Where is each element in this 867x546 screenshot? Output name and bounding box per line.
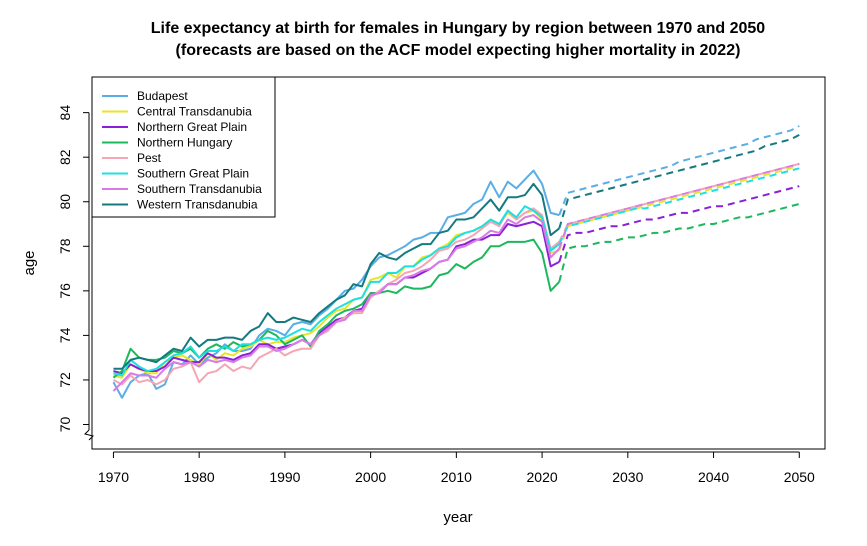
series-forecast-line-4 xyxy=(558,162,800,243)
legend-label-2: Northern Great Plain xyxy=(137,120,247,134)
series-observed-line-6 xyxy=(112,214,560,392)
y-axis-break-marker xyxy=(84,429,94,441)
chart-title: Life expectancy at birth for females in … xyxy=(151,20,766,37)
series-layer xyxy=(112,125,800,399)
chart-subtitle: (forecasts are based on the ACF model ex… xyxy=(176,42,741,59)
series-observed-line-2 xyxy=(113,220,560,375)
x-tick-label-1: 1980 xyxy=(184,469,215,485)
legend-label-6: Southern Transdanubia xyxy=(137,182,262,196)
y-tick-label-2: 74 xyxy=(57,327,73,343)
y-tick-label-7: 84 xyxy=(57,105,73,121)
x-axis: 1970 1980 1990 2000 2010 2020 2030 2040 2050 xyxy=(98,451,815,485)
y-tick-label-4: 78 xyxy=(57,238,73,254)
legend-label-0: Budapest xyxy=(137,89,188,103)
series-forecast-line-5 xyxy=(558,167,800,245)
series-forecast-line-7 xyxy=(558,134,800,229)
x-tick-label-6: 2030 xyxy=(612,469,643,485)
legend-label-1: Central Transdanubia xyxy=(137,105,252,119)
y-tick-label-6: 82 xyxy=(57,149,73,165)
x-tick-label-8: 2050 xyxy=(784,469,815,485)
x-tick-label-7: 2040 xyxy=(698,469,729,485)
x-tick-label-3: 2000 xyxy=(355,469,386,485)
plot-frame xyxy=(91,76,826,450)
y-tick-label-3: 76 xyxy=(57,283,73,299)
legend-label-5: Southern Great Plain xyxy=(137,167,249,181)
y-axis-label: age xyxy=(21,250,38,275)
series-forecast-line-3 xyxy=(558,203,800,283)
x-tick-label-5: 2020 xyxy=(527,469,558,485)
legend-label-4: Pest xyxy=(137,151,162,165)
legend-label-3: Northern Hungary xyxy=(137,136,232,150)
x-tick-label-0: 1970 xyxy=(98,469,129,485)
series-observed-line-5 xyxy=(113,205,560,377)
y-tick-label-1: 72 xyxy=(57,372,73,388)
x-axis-label: year xyxy=(443,509,472,526)
legend-box xyxy=(91,76,276,218)
series-observed-line-3 xyxy=(112,238,560,379)
x-tick-label-4: 2010 xyxy=(441,469,472,485)
y-axis: 70 72 74 76 78 80 82 84 xyxy=(57,105,94,441)
y-tick-label-5: 80 xyxy=(57,194,73,210)
y-tick-label-0: 70 xyxy=(57,416,73,432)
series-observed-line-7 xyxy=(113,182,560,370)
x-tick-label-2: 1990 xyxy=(269,469,300,485)
series-forecast-line-2 xyxy=(558,185,800,263)
legend-label-7: Western Transdanubia xyxy=(137,198,258,212)
